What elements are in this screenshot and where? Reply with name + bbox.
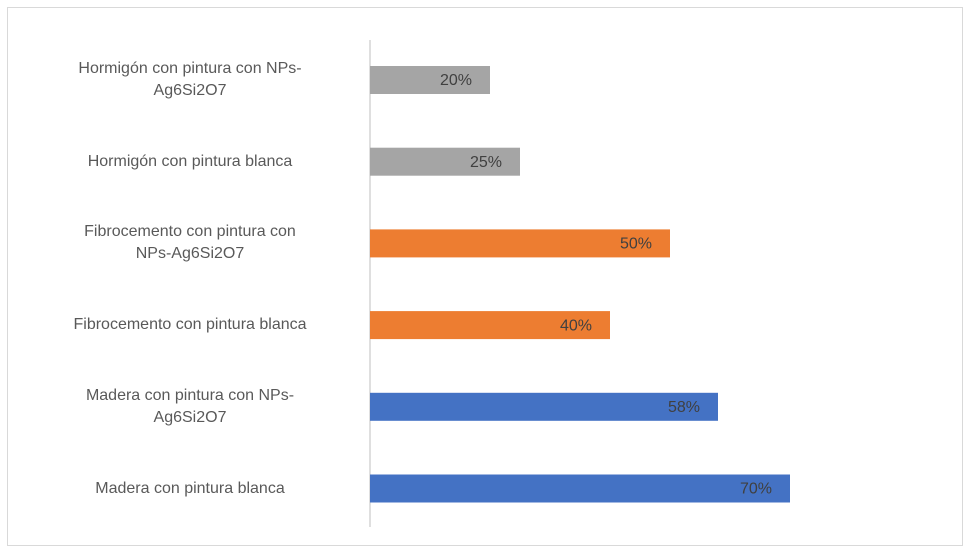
category-label: Madera con pintura blanca <box>95 479 285 497</box>
category-label: Fibrocemento con pintura con NPs-Ag6Si2O… <box>84 223 296 263</box>
bar <box>370 392 718 421</box>
data-label: 20% <box>440 72 472 89</box>
bar <box>370 147 520 176</box>
data-label: 58% <box>668 399 700 416</box>
data-label: 50% <box>620 236 652 253</box>
chart-border <box>7 7 963 546</box>
category-label: Fibrocemento con pintura blanca <box>73 316 307 334</box>
category-label: Madera con pintura con NPs- Ag6Si2O7 <box>85 386 295 426</box>
bar <box>370 229 670 258</box>
category-label: Hormigón con pintura con NPs- Ag6Si2O7 <box>78 60 302 99</box>
data-label: 25% <box>470 154 502 171</box>
category-label: Hormigón con pintura blanca <box>87 152 293 170</box>
bar <box>370 311 610 340</box>
data-label: 70% <box>740 481 772 498</box>
data-label: 40% <box>560 317 592 334</box>
bar <box>370 474 790 503</box>
bar <box>370 66 490 94</box>
